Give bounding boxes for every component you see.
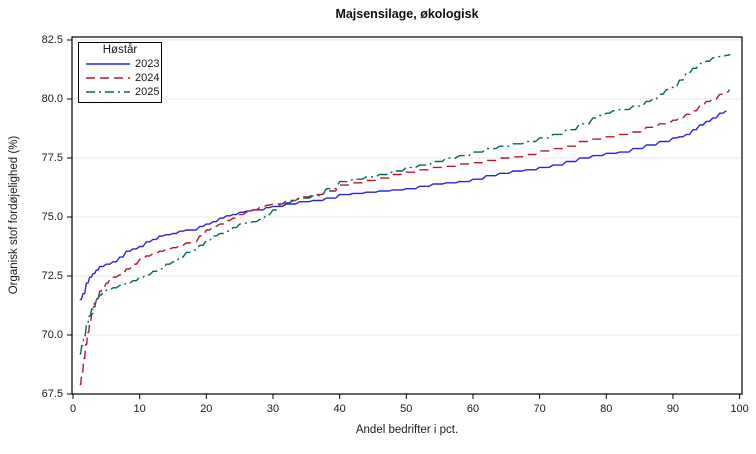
x-tick-label-20: 20 [200, 403, 213, 415]
x-tick-label-0: 0 [69, 403, 77, 415]
x-tick-label-50: 50 [400, 403, 413, 415]
y-tick-label-70.0: 70.0 [41, 329, 63, 341]
legend-item-2023: 2023 [79, 57, 161, 71]
y-axis-label: Organisk stof fordøjelighed (%) [8, 135, 20, 295]
tick-marks [67, 39, 741, 399]
y-tick-label-72.5: 72.5 [41, 270, 63, 282]
legend-line-sample-2025 [86, 91, 130, 93]
legend-item-2025: 2025 [79, 85, 161, 99]
legend-item-label: 2023 [135, 58, 160, 70]
series-line-2024 [79, 89, 731, 386]
x-tick-label-30: 30 [266, 403, 280, 415]
y-tick-label-77.5: 77.5 [41, 152, 63, 164]
series-line-2023 [79, 110, 727, 301]
legend-item-label: 2024 [135, 72, 160, 84]
x-tick-label-60: 60 [466, 403, 480, 415]
legend-item-label: 2025 [135, 86, 160, 98]
chart-title: Majsensilage, økologisk [335, 7, 479, 21]
y-tick-label-80.0: 80.0 [41, 93, 63, 105]
x-tick-label-70: 70 [533, 403, 546, 415]
legend-box: Høstår 2023 2024 2025 [78, 42, 162, 103]
series-line-2025 [79, 53, 731, 355]
x-axis-label: Andel bedrifter i pct. [355, 424, 459, 436]
x-tick-label-40: 40 [333, 403, 346, 415]
y-tick-label-67.5: 67.5 [41, 388, 63, 400]
legend-line-sample-2023 [86, 63, 130, 65]
legend-line-sample-2024 [86, 77, 130, 79]
x-tick-label-10: 10 [133, 403, 146, 415]
x-tick-label-90: 90 [666, 403, 680, 415]
y-tick-label-82.5: 82.5 [41, 34, 63, 46]
plot-border [71, 36, 743, 395]
x-tick-label-80: 80 [600, 403, 613, 415]
legend-item-2024: 2024 [79, 71, 161, 85]
x-tick-label-100: 100 [730, 403, 749, 415]
y-tick-label-75.0: 75.0 [41, 211, 63, 223]
legend-title: Høstår [102, 44, 138, 56]
gridlines [72, 39, 742, 336]
